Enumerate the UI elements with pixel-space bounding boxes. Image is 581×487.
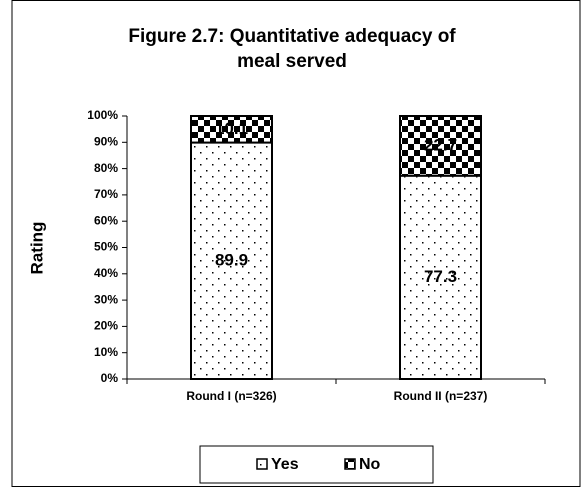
y-tick-label: 90% [94, 134, 118, 148]
y-tick-label: 10% [94, 345, 118, 359]
data-label: 22.7 [424, 135, 457, 154]
y-tick-label: 60% [94, 213, 118, 227]
legend [199, 445, 434, 484]
y-tick-label: 0% [101, 371, 119, 385]
bar-segment [190, 141, 273, 380]
bar-segment [399, 115, 482, 177]
bar-segment [190, 115, 273, 144]
legend-label: No [359, 456, 381, 473]
y-axis-label: Rating [27, 222, 46, 275]
y-tick-label: 100% [87, 108, 118, 122]
legend-label: Yes [271, 456, 299, 473]
x-tick-label: Round I (n=326) [186, 389, 276, 403]
data-label: 77.3 [424, 267, 457, 286]
y-tick-label: 70% [94, 187, 118, 201]
x-tick-label: Round II (n=237) [394, 389, 488, 403]
legend-swatch [256, 458, 268, 470]
y-tick-label: 40% [94, 266, 118, 280]
y-tick-label: 20% [94, 319, 118, 333]
legend-swatch [344, 458, 356, 470]
y-tick-label: 30% [94, 292, 118, 306]
chart-title: Figure 2.7: Quantitative adequacy of meal… [128, 26, 456, 72]
data-label: 10.1 [215, 119, 248, 138]
bar-segment [399, 174, 482, 380]
y-tick-label: 50% [94, 240, 118, 254]
data-label: 89.9 [215, 250, 248, 269]
y-tick-label: 80% [94, 161, 118, 175]
